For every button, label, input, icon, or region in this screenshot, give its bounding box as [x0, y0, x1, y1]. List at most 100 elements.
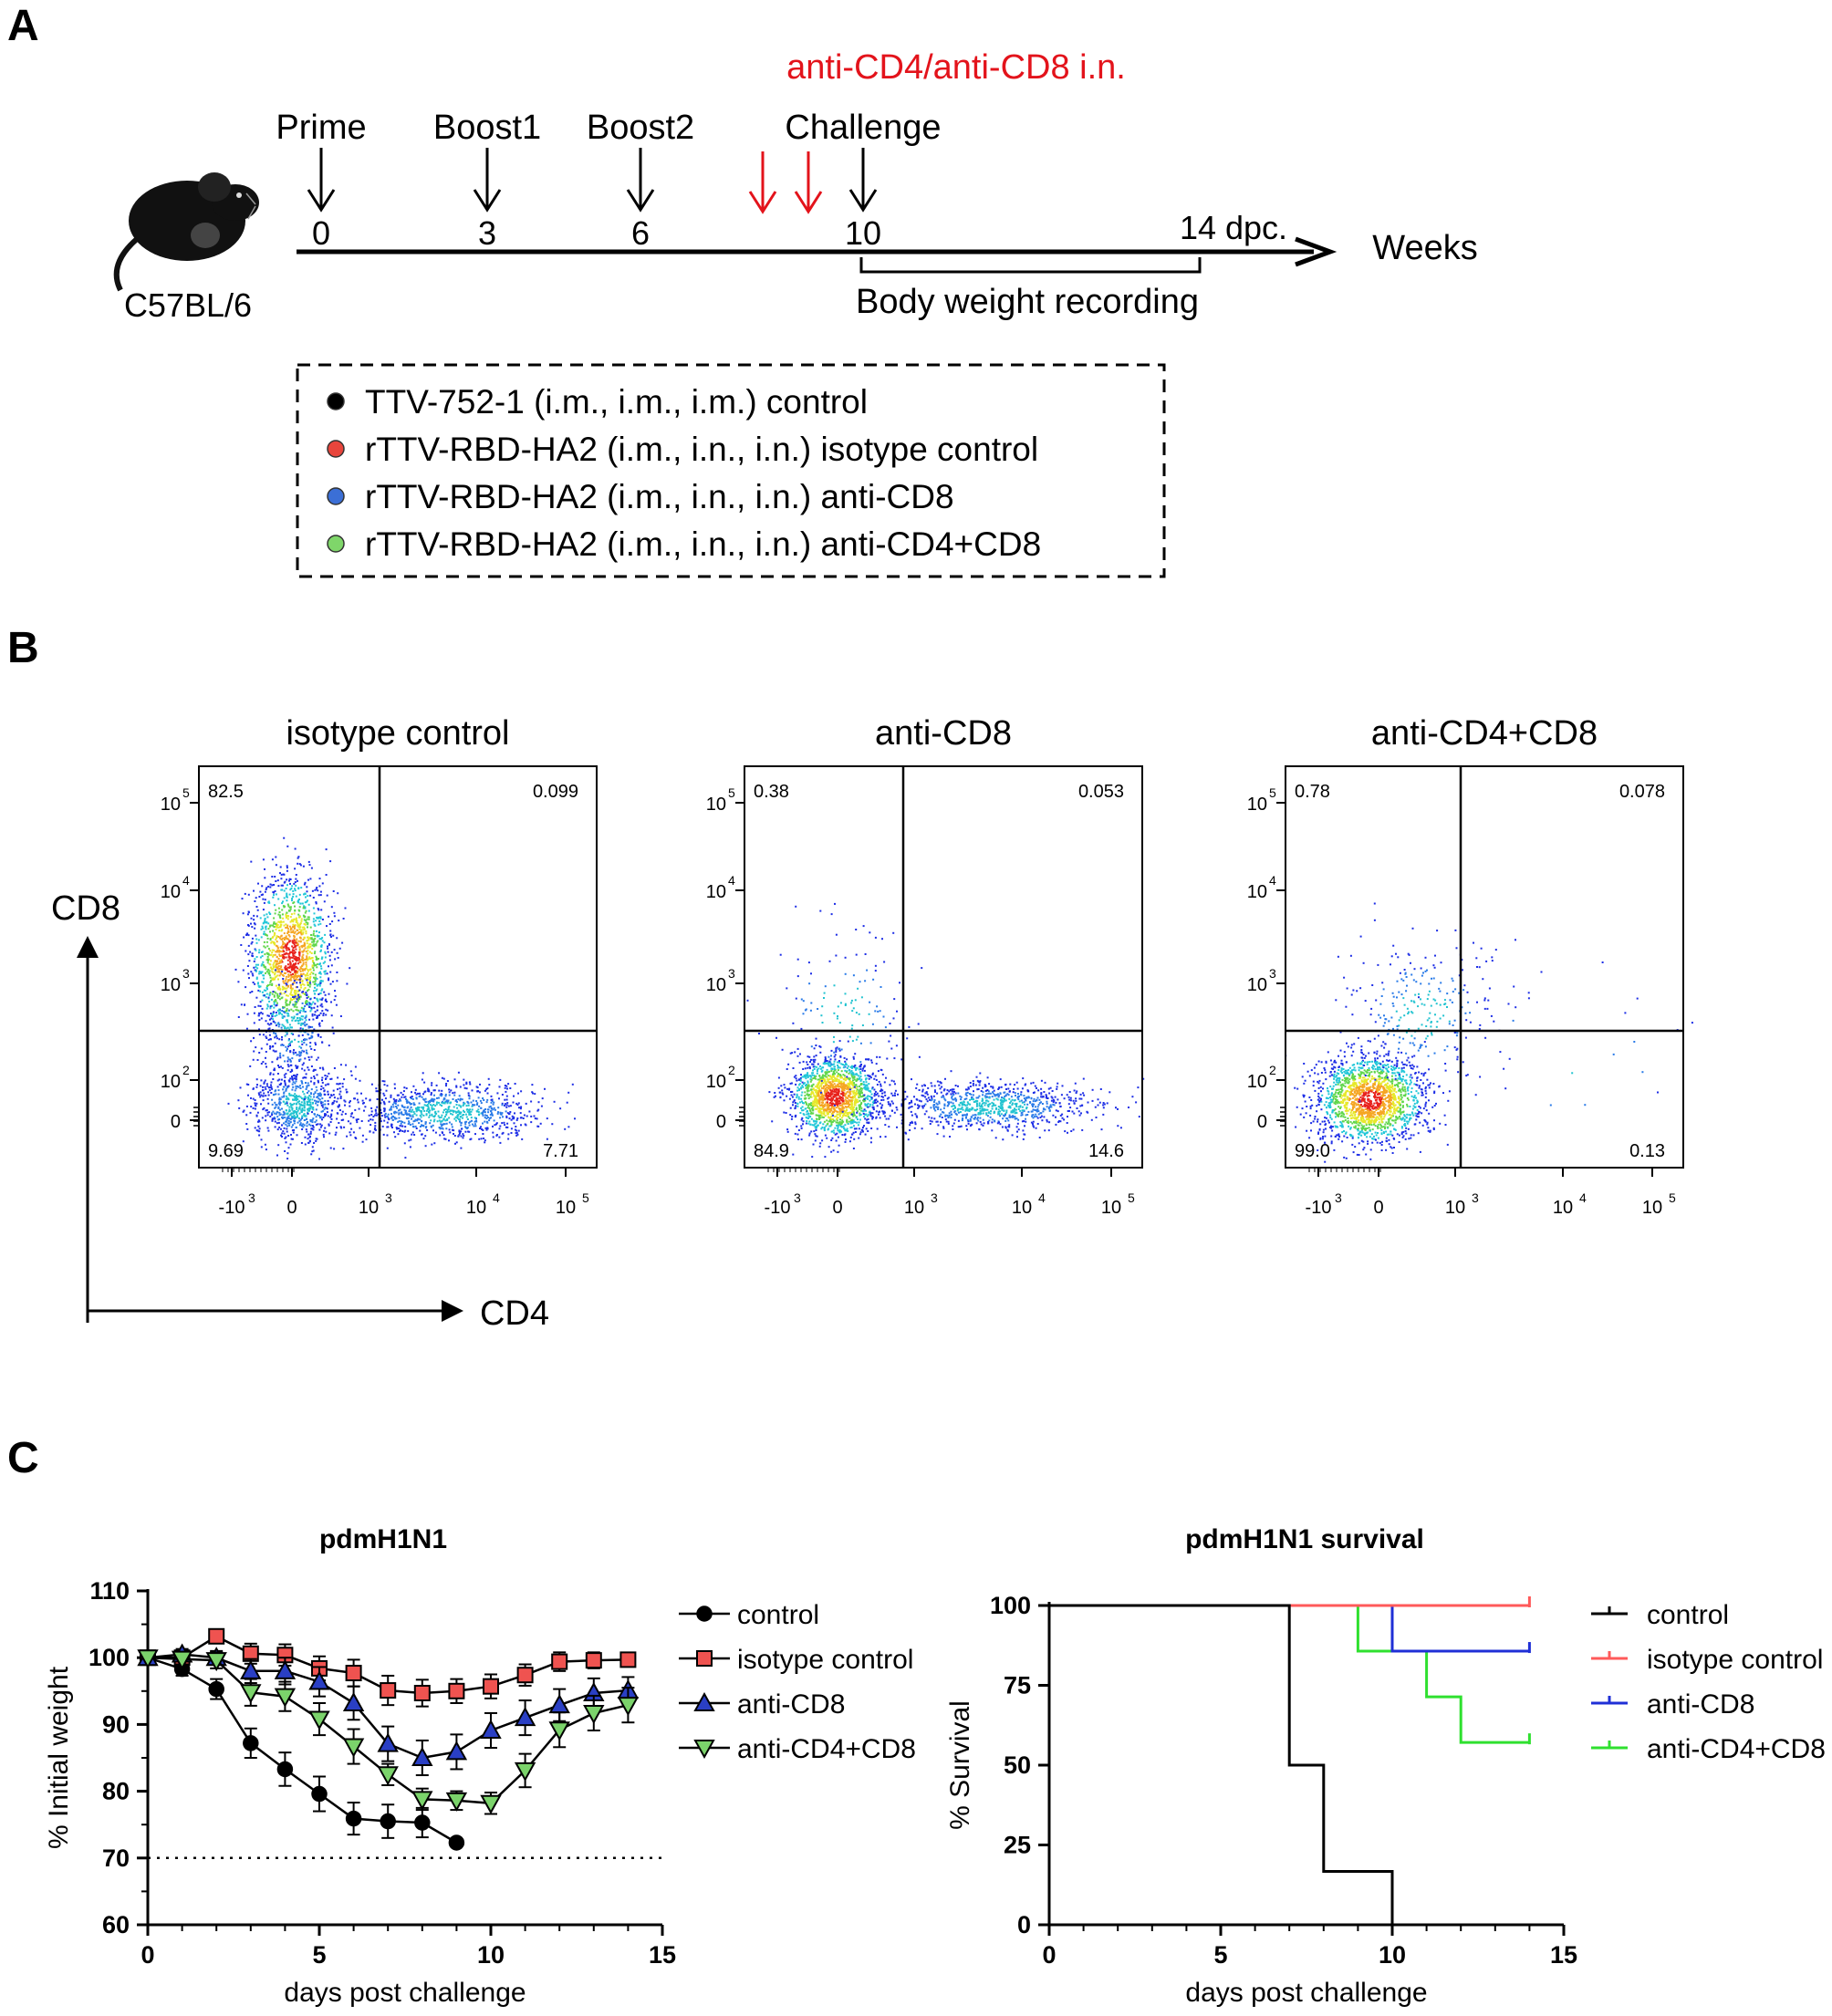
flow-event — [281, 884, 284, 887]
flow-event — [282, 1055, 285, 1057]
flow-event — [831, 1121, 834, 1123]
flow-event — [849, 1099, 852, 1102]
flow-event — [294, 905, 296, 908]
flow-event — [313, 1093, 315, 1096]
flow-event — [817, 1086, 819, 1089]
flow-event — [318, 1115, 320, 1117]
flow-event — [832, 1095, 835, 1097]
flow-event — [825, 1101, 828, 1104]
flow-event — [242, 912, 245, 915]
flow-event — [328, 1044, 330, 1047]
flow-event — [398, 1112, 401, 1115]
flow-event — [293, 990, 296, 992]
flow-event — [828, 1095, 831, 1097]
flow-event — [307, 1121, 308, 1123]
flow-event — [515, 1129, 518, 1132]
flow-event — [810, 1104, 813, 1107]
flow-event — [852, 1131, 855, 1134]
flow-event — [846, 1121, 848, 1124]
flow-event — [820, 1105, 822, 1107]
flow-event — [365, 1138, 368, 1141]
flow-event — [285, 1003, 287, 1006]
flow-event — [250, 942, 253, 945]
flow-event — [812, 1088, 815, 1091]
flow-event — [285, 888, 287, 889]
flow-event — [409, 1103, 411, 1106]
flow-event — [255, 956, 258, 958]
flow-event — [286, 845, 289, 847]
flow-event — [286, 878, 288, 881]
flow-event — [309, 926, 312, 929]
flow-event — [862, 1112, 865, 1115]
flow-event — [471, 1123, 474, 1126]
flow-event — [289, 984, 292, 987]
flow-event — [281, 1116, 283, 1118]
flow-event — [418, 1096, 421, 1097]
flow-event — [282, 956, 285, 959]
flow-event — [294, 1089, 297, 1092]
flow-event — [315, 888, 317, 890]
flow-event — [815, 1044, 817, 1046]
flow-event — [282, 1015, 285, 1018]
flow-event — [466, 1110, 469, 1113]
flow-event — [277, 1025, 280, 1028]
flow-event — [818, 1100, 821, 1103]
flow-event — [324, 951, 327, 953]
flow-event — [441, 1125, 443, 1128]
flow-event — [287, 1009, 290, 1012]
flow-event — [274, 941, 276, 944]
flow-event — [279, 1084, 282, 1086]
flow-event — [272, 1018, 275, 1021]
flow-event — [276, 1073, 279, 1075]
flow-event — [297, 909, 300, 911]
flow-event — [774, 1092, 776, 1094]
flow-event — [295, 874, 297, 876]
flow-event — [271, 984, 274, 986]
flow-event — [308, 1058, 311, 1061]
flow-event — [813, 1068, 816, 1070]
flow-event — [483, 1109, 485, 1112]
flow-event — [274, 965, 276, 967]
flow-event — [286, 983, 288, 986]
flow-event — [458, 1104, 461, 1107]
flow-event — [282, 943, 285, 946]
flow-event — [274, 926, 276, 928]
flow-event — [436, 1096, 438, 1099]
flow-event — [813, 1124, 816, 1127]
flow-plot-title: anti-CD8 — [875, 714, 1012, 753]
flow-event — [269, 939, 272, 941]
flow-event — [509, 1111, 512, 1113]
flow-event — [851, 1098, 854, 1101]
flow-event — [812, 1092, 815, 1095]
flow-event — [293, 1128, 296, 1131]
flow-event — [297, 942, 299, 945]
flow-event — [372, 1116, 375, 1117]
flow-event — [815, 1065, 817, 1068]
flow-event — [273, 949, 276, 951]
flow-event — [404, 1096, 407, 1098]
flow-event — [358, 1107, 360, 1110]
flow-event — [474, 1133, 476, 1136]
flow-event — [848, 1094, 851, 1096]
flow-event — [520, 1106, 523, 1108]
flow-event — [321, 1110, 324, 1113]
flow-event — [299, 1009, 302, 1012]
flow-event — [341, 1086, 344, 1088]
flow-event — [299, 923, 302, 926]
flow-event — [837, 1126, 839, 1128]
flow-event — [495, 1123, 497, 1126]
flow-event — [307, 1138, 309, 1140]
flow-event — [268, 958, 271, 961]
flow-event — [837, 1150, 839, 1153]
flow-event — [828, 1094, 830, 1096]
flow-event — [430, 1092, 432, 1095]
flow-event — [247, 910, 250, 913]
flow-event — [310, 952, 313, 954]
flow-event — [307, 1097, 309, 1100]
flow-event — [277, 1065, 279, 1067]
flow-event — [267, 1091, 269, 1094]
flow-event — [295, 940, 297, 942]
flow-event — [425, 1109, 428, 1112]
flow-event — [307, 1111, 309, 1114]
flow-event — [306, 1100, 308, 1103]
